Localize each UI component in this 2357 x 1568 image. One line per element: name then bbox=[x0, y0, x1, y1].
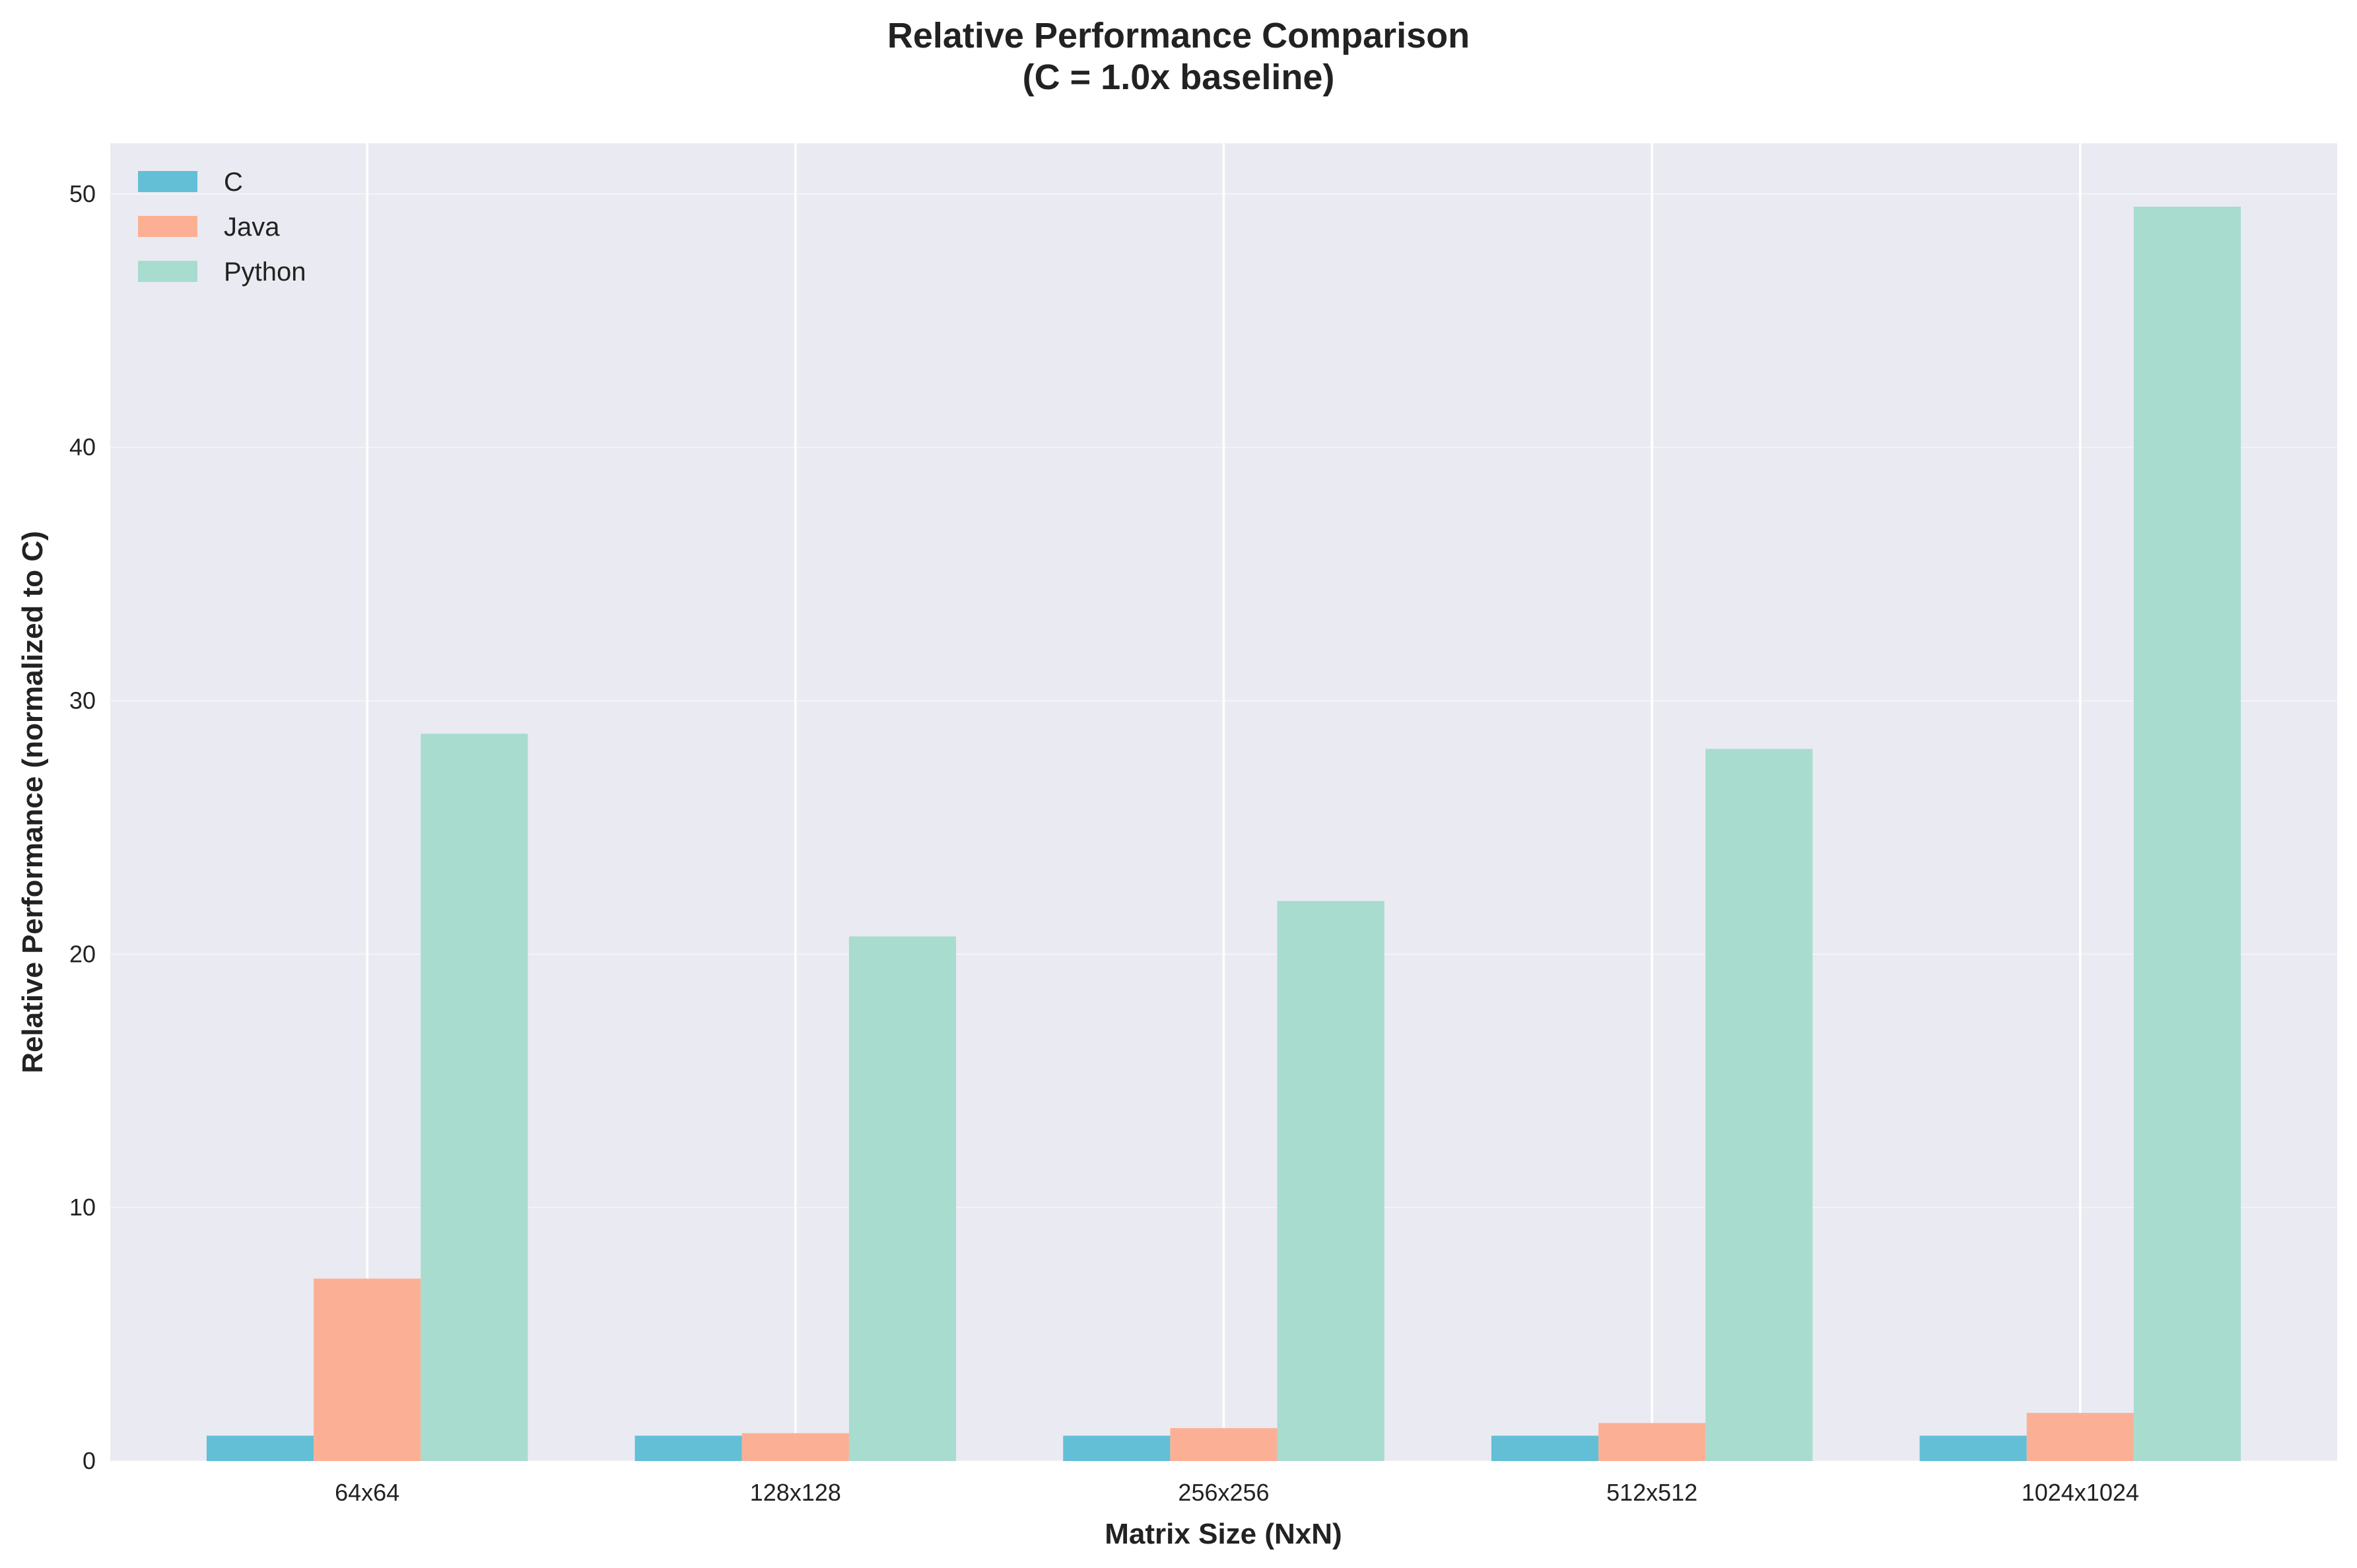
x-tick-label: 256x256 bbox=[1178, 1479, 1269, 1506]
y-tick-label: 30 bbox=[69, 687, 96, 714]
legend-label-java: Java bbox=[224, 213, 280, 242]
bar-python-1024x1024 bbox=[2133, 206, 2241, 1461]
x-axis-label: Matrix Size (NxN) bbox=[1105, 1518, 1342, 1550]
x-tick-label: 128x128 bbox=[750, 1479, 841, 1506]
bar-c-512x512 bbox=[1491, 1435, 1599, 1461]
x-tick-label: 1024x1024 bbox=[2022, 1479, 2139, 1506]
bar-c-256x256 bbox=[1063, 1435, 1171, 1461]
legend-label-python: Python bbox=[224, 257, 306, 287]
bar-python-64x64 bbox=[421, 733, 528, 1461]
y-tick-label: 20 bbox=[69, 940, 96, 967]
axis-ticks: 0 10 20 30 40 50 64x64 128x128 256x256 512x512 102… bbox=[69, 180, 2139, 1506]
y-axis-label: Relative Performance (normalized to C) bbox=[17, 531, 49, 1074]
y-tick-label: 40 bbox=[69, 434, 96, 461]
bar-python-256x256 bbox=[1277, 901, 1384, 1461]
x-tick-label: 64x64 bbox=[335, 1479, 399, 1506]
chart-subtitle: (C = 1.0x baseline) bbox=[1023, 57, 1335, 97]
legend-swatch-python bbox=[138, 261, 197, 282]
y-tick-label: 50 bbox=[69, 180, 96, 207]
bar-java-1024x1024 bbox=[2026, 1413, 2134, 1461]
bar-python-512x512 bbox=[1705, 749, 1813, 1461]
y-tick-label: 0 bbox=[83, 1447, 96, 1474]
bar-java-128x128 bbox=[741, 1433, 849, 1461]
legend-swatch-c bbox=[138, 171, 197, 192]
bars bbox=[206, 206, 2241, 1461]
bar-java-512x512 bbox=[1598, 1423, 1706, 1461]
bar-c-1024x1024 bbox=[1919, 1435, 2027, 1461]
bar-c-128x128 bbox=[634, 1435, 742, 1461]
bar-java-256x256 bbox=[1170, 1428, 1278, 1461]
legend-swatch-java bbox=[138, 216, 197, 237]
bar-python-128x128 bbox=[848, 936, 957, 1461]
chart-title: Relative Performance Comparison bbox=[887, 16, 1470, 55]
legend: C Java Python bbox=[138, 168, 306, 287]
x-tick-label: 512x512 bbox=[1606, 1479, 1697, 1506]
y-tick-label: 10 bbox=[69, 1194, 96, 1221]
legend-label-c: C bbox=[224, 168, 243, 197]
bar-c-64x64 bbox=[206, 1435, 314, 1461]
bar-java-64x64 bbox=[314, 1278, 421, 1461]
